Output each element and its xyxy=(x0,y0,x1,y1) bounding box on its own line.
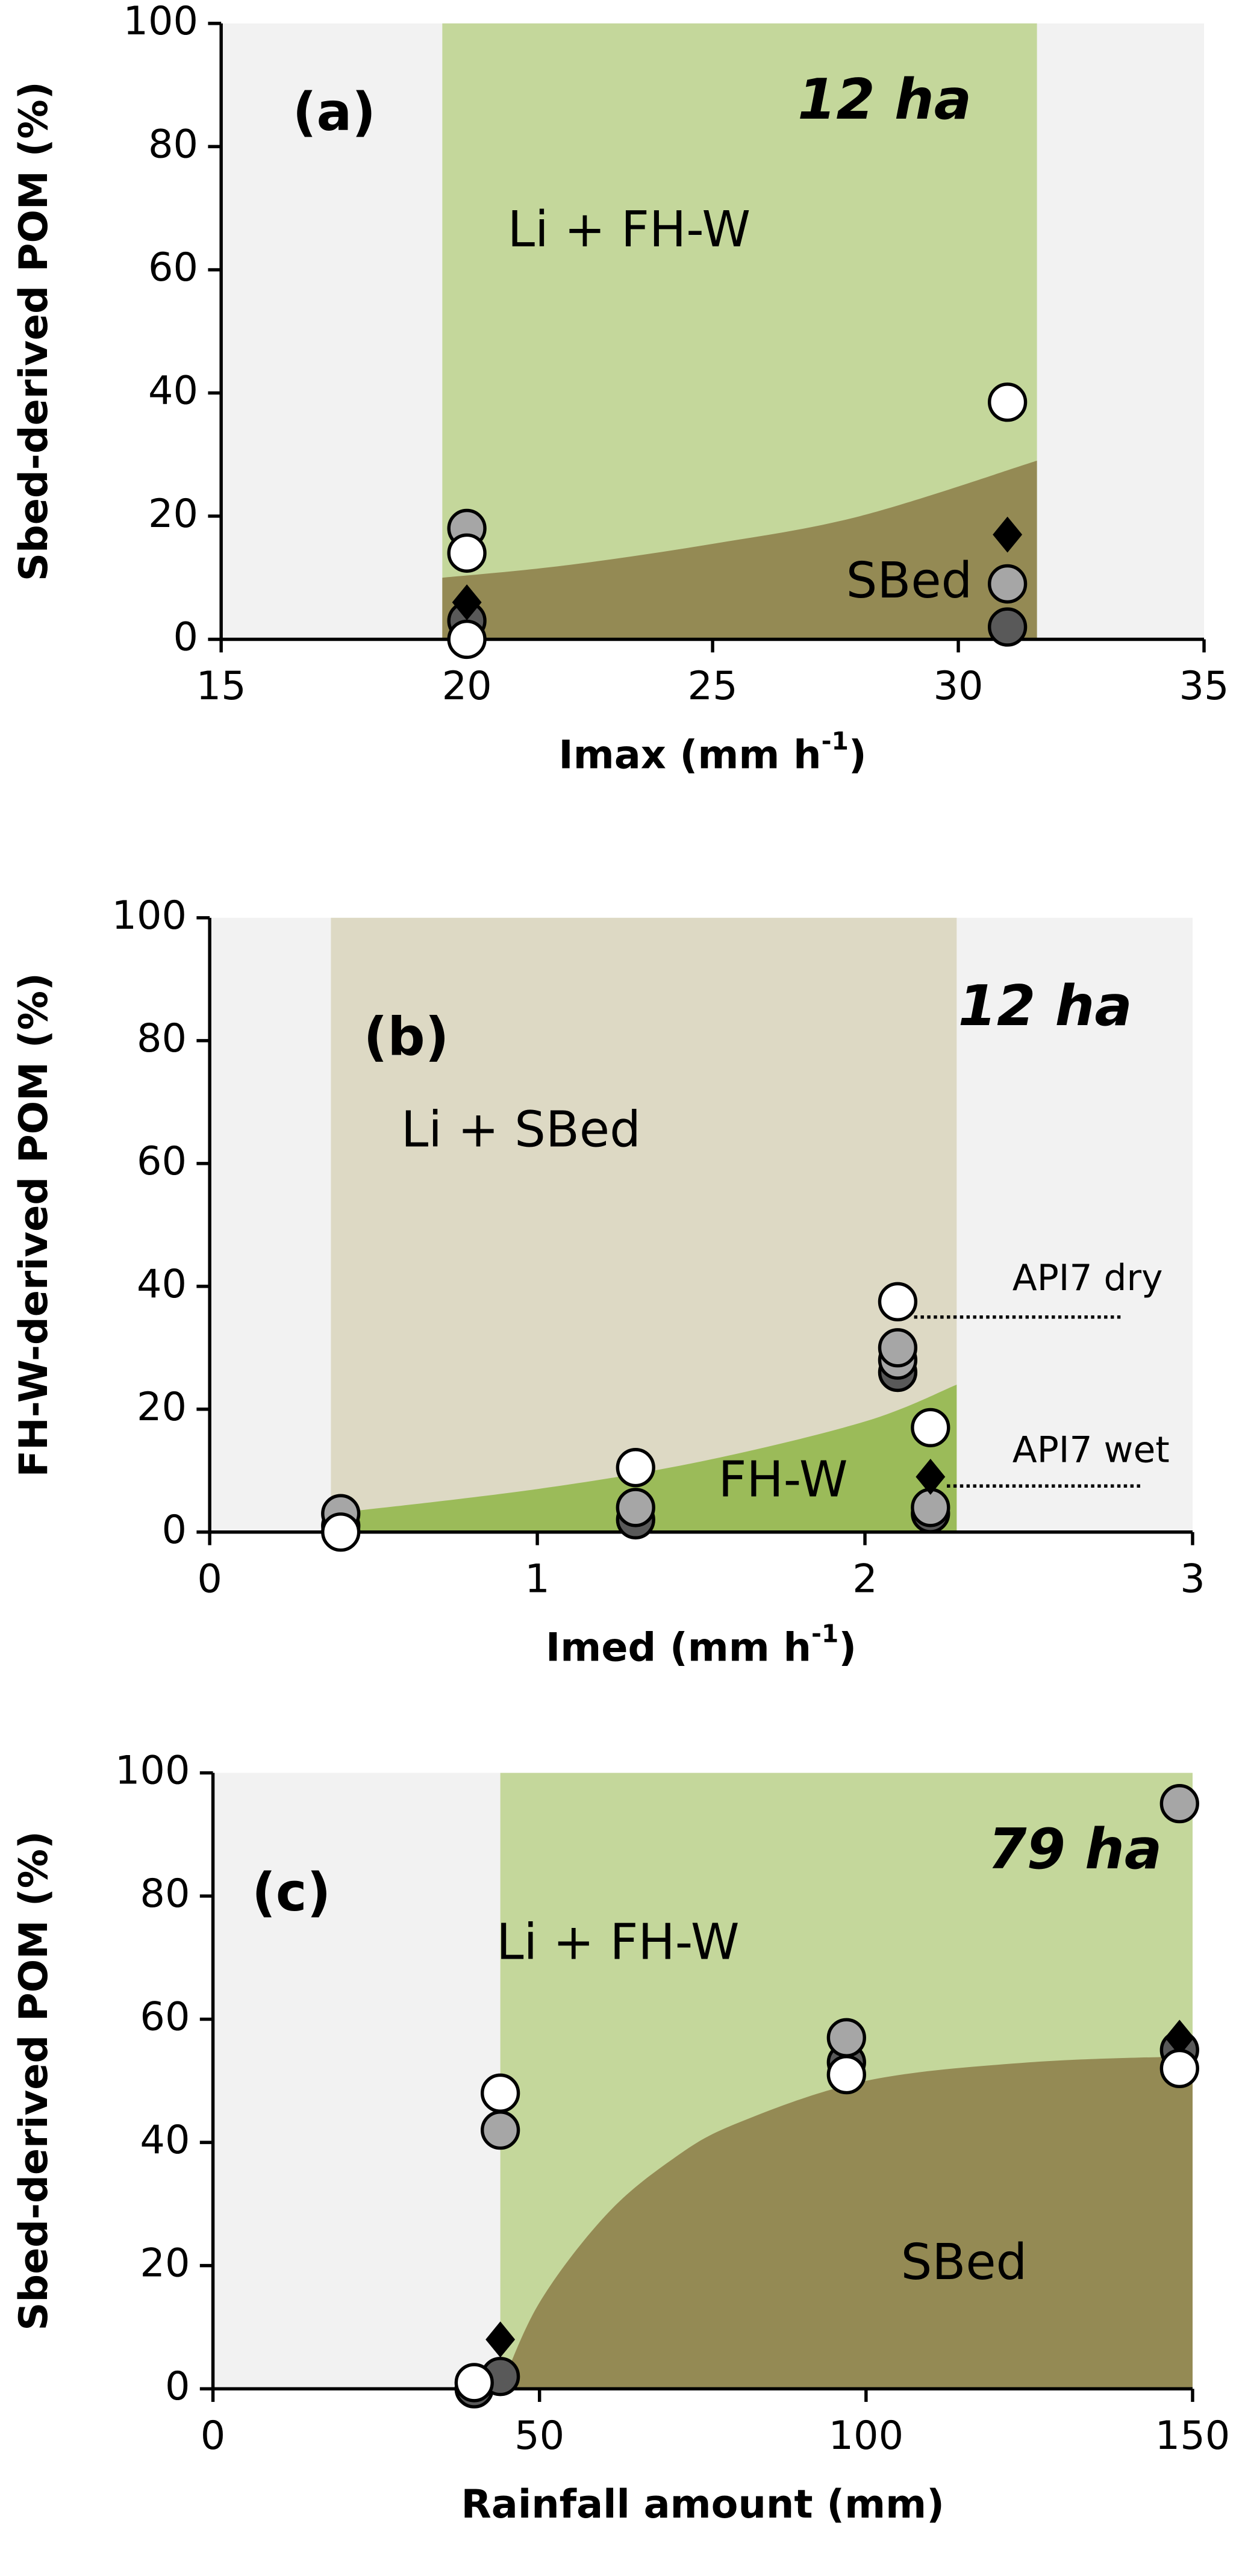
data-point xyxy=(452,584,482,621)
x-tick-label: 50 xyxy=(514,2413,564,2459)
data-point xyxy=(485,2321,516,2358)
data-point xyxy=(911,1408,950,1447)
x-tick-label: 25 xyxy=(688,663,738,709)
y-axis-label: Sbed-derived POM (%) xyxy=(11,1831,57,2331)
y-tick-label: 20 xyxy=(137,1384,187,1430)
region-label: Li + FH-W xyxy=(496,1913,739,1971)
x-tick-label: 15 xyxy=(196,663,246,709)
region-label: Li + FH-W xyxy=(508,201,750,258)
y-tick-label: 40 xyxy=(148,367,198,413)
area-label: 79 ha xyxy=(988,1817,1162,1882)
x-axis-label-part: Imed (mm h xyxy=(546,1625,811,1671)
data-point xyxy=(616,1488,655,1527)
area-label: 12 ha xyxy=(797,67,972,132)
y-axis-label: Sbed-derived POM (%) xyxy=(11,81,57,581)
x-axis-label-part: ) xyxy=(838,1625,857,1671)
x-tick-label: 3 xyxy=(1180,1556,1205,1601)
panel-label: (b) xyxy=(364,1006,449,1068)
y-axis-label: FH-W-derived POM (%) xyxy=(11,973,57,1477)
region-label: FH-W xyxy=(719,1452,848,1509)
x-tick-label: 150 xyxy=(1155,2413,1231,2459)
data-point xyxy=(481,2073,520,2113)
y-tick-label: 0 xyxy=(173,614,199,660)
x-axis-label-part: -1 xyxy=(822,726,849,755)
y-tick-label: 0 xyxy=(162,1507,187,1553)
x-tick-label: 0 xyxy=(197,1556,222,1601)
x-axis-label: Imed (mm h-1) xyxy=(546,1620,857,1671)
data-point xyxy=(1159,2048,1199,2089)
data-point xyxy=(447,533,487,573)
data-point xyxy=(826,2054,866,2095)
x-tick-label: 1 xyxy=(525,1556,550,1601)
boundary-area xyxy=(442,460,1037,640)
data-point xyxy=(993,516,1023,553)
x-tick-label: 100 xyxy=(829,2413,904,2459)
data-point xyxy=(321,1512,361,1552)
data-point xyxy=(988,607,1028,647)
y-tick-label: 60 xyxy=(148,245,198,290)
data-point xyxy=(454,2363,494,2403)
x-tick-label: 20 xyxy=(442,663,492,709)
data-point xyxy=(911,1488,950,1527)
y-tick-label: 80 xyxy=(140,1871,190,1916)
annotation: API7 wet xyxy=(1013,1429,1170,1471)
y-tick-label: 40 xyxy=(137,1261,187,1307)
x-axis-label-part: -1 xyxy=(811,1620,838,1648)
y-tick-label: 100 xyxy=(111,893,187,938)
data-point xyxy=(1159,1784,1199,1824)
region-label: SBed xyxy=(846,552,973,610)
x-axis-label-part: Imax (mm h xyxy=(558,732,821,778)
x-tick-label: 2 xyxy=(852,1556,878,1601)
x-tick-label: 0 xyxy=(201,2413,226,2459)
y-tick-label: 80 xyxy=(148,121,198,167)
area-label: 12 ha xyxy=(958,973,1132,1038)
panel-label: (c) xyxy=(252,1862,331,1923)
region-label: SBed xyxy=(901,2234,1028,2291)
data-point xyxy=(916,1459,946,1495)
boundary-area xyxy=(500,2056,1193,2389)
data-point xyxy=(481,2110,520,2150)
data-point xyxy=(447,619,487,660)
x-axis-label-part: Rainfall amount (mm) xyxy=(461,2481,944,2527)
data-point xyxy=(616,1448,655,1488)
y-tick-label: 20 xyxy=(148,491,198,537)
data-point xyxy=(878,1328,918,1368)
y-tick-label: 60 xyxy=(137,1138,187,1184)
y-tick-label: 100 xyxy=(115,1748,190,1794)
x-axis-label: Rainfall amount (mm) xyxy=(461,2481,944,2527)
data-point xyxy=(826,2018,866,2057)
y-tick-label: 20 xyxy=(140,2241,190,2286)
y-tick-label: 0 xyxy=(165,2363,190,2409)
annotation: API7 dry xyxy=(1013,1257,1163,1299)
x-axis-label: Imax (mm h-1) xyxy=(558,726,866,778)
region-label: Li + SBed xyxy=(401,1101,641,1158)
y-tick-label: 60 xyxy=(140,1994,190,2040)
x-tick-label: 35 xyxy=(1179,663,1229,709)
x-axis-label-part: ) xyxy=(849,732,867,778)
panel-label: (a) xyxy=(293,81,376,143)
data-point xyxy=(988,382,1028,422)
boundary-area xyxy=(331,1384,957,1532)
y-tick-label: 80 xyxy=(137,1015,187,1061)
data-point xyxy=(878,1282,918,1321)
y-tick-label: 100 xyxy=(123,0,199,44)
y-tick-label: 40 xyxy=(140,2117,190,2163)
x-tick-label: 30 xyxy=(934,663,984,709)
data-point xyxy=(988,564,1028,604)
